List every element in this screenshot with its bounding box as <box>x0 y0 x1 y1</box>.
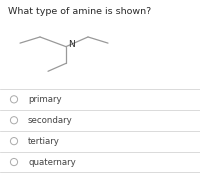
Text: tertiary: tertiary <box>28 137 60 146</box>
Text: N: N <box>68 40 75 49</box>
Text: What type of amine is shown?: What type of amine is shown? <box>8 7 151 16</box>
Text: secondary: secondary <box>28 116 73 125</box>
Text: primary: primary <box>28 95 62 104</box>
Text: quaternary: quaternary <box>28 158 76 166</box>
